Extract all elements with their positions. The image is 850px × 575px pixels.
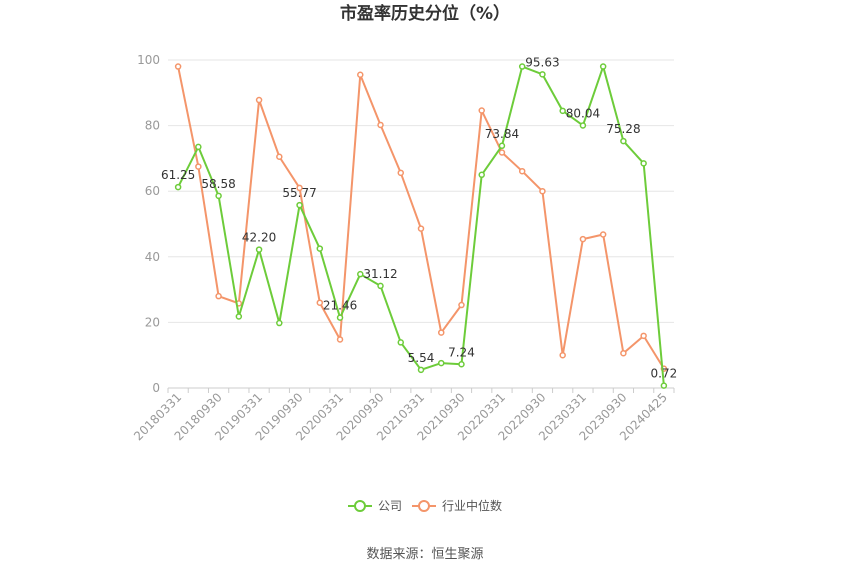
data-point[interactable] — [518, 63, 526, 70]
data-label: 55.77 — [282, 186, 316, 200]
data-point[interactable] — [559, 351, 566, 359]
data-point[interactable] — [599, 231, 607, 238]
data-point[interactable] — [498, 142, 506, 150]
data-point[interactable] — [579, 122, 587, 129]
legend-label: 公司 — [378, 499, 402, 513]
series-company — [174, 63, 668, 389]
data-label: 75.28 — [606, 122, 640, 136]
data-point[interactable] — [235, 313, 243, 320]
data-point[interactable] — [195, 143, 202, 151]
data-point[interactable] — [620, 349, 627, 357]
data-point[interactable] — [357, 71, 364, 79]
data-point[interactable] — [336, 336, 344, 343]
data-point[interactable] — [518, 167, 526, 175]
data-label: 95.63 — [525, 55, 559, 69]
y-tick-label: 80 — [145, 119, 160, 133]
data-point[interactable] — [296, 201, 303, 209]
data-labels: 61.25 58.58 42.20 55.77 21.46 31.12 5.54 7.24 73… — [161, 55, 677, 380]
data-point[interactable] — [276, 153, 283, 161]
data-point[interactable] — [174, 63, 182, 70]
data-point[interactable] — [417, 366, 425, 374]
y-tick-label: 0 — [152, 381, 160, 395]
legend-marker — [418, 500, 430, 512]
data-label: 61.25 — [161, 168, 195, 182]
data-label: 73.84 — [485, 127, 519, 141]
data-point[interactable] — [255, 96, 263, 104]
data-point[interactable] — [174, 183, 182, 191]
data-label: 80.04 — [566, 106, 600, 120]
data-label: 31.12 — [363, 267, 397, 281]
legend-marker — [354, 500, 366, 512]
chart-title: 市盈率历史分位（%） — [340, 3, 510, 24]
data-point[interactable] — [539, 187, 546, 195]
data-point[interactable] — [215, 292, 222, 300]
data-label: 58.58 — [201, 177, 235, 191]
data-point[interactable] — [377, 121, 384, 129]
y-tick-label: 40 — [145, 250, 160, 264]
data-point[interactable] — [579, 235, 587, 243]
data-label: 7.24 — [448, 345, 475, 359]
y-tick-label: 60 — [145, 184, 160, 198]
legend-item-industry-median[interactable]: 行业中位数 — [412, 498, 502, 513]
legend[interactable]: 公司 行业中位数 — [348, 498, 502, 513]
data-point[interactable] — [336, 314, 344, 321]
data-label: 42.20 — [242, 231, 276, 245]
data-point[interactable] — [660, 382, 668, 389]
data-point[interactable] — [255, 246, 263, 253]
data-label: 5.54 — [408, 351, 435, 365]
data-point[interactable] — [316, 299, 324, 306]
data-point[interactable] — [640, 160, 647, 167]
data-point[interactable] — [195, 163, 202, 170]
data-point[interactable] — [296, 184, 303, 192]
data-point[interactable] — [458, 301, 465, 309]
data-point[interactable] — [478, 171, 485, 179]
data-point[interactable] — [316, 245, 324, 252]
data-point[interactable] — [437, 329, 445, 336]
data-point[interactable] — [377, 282, 384, 290]
x-axis: 2018033120180930201903312019093020200331… — [131, 388, 675, 443]
data-point[interactable] — [599, 63, 607, 70]
grid — [168, 59, 674, 389]
data-label: 21.46 — [323, 299, 357, 313]
data-point[interactable] — [437, 359, 445, 367]
data-point[interactable] — [276, 319, 283, 327]
y-tick-label: 20 — [145, 315, 160, 329]
data-point[interactable] — [458, 361, 465, 368]
legend-label: 行业中位数 — [442, 498, 502, 513]
data-point[interactable] — [397, 339, 405, 346]
data-point[interactable] — [640, 332, 647, 340]
source-note: 数据来源：恒生聚源 — [366, 547, 483, 562]
data-point[interactable] — [397, 169, 405, 177]
data-point[interactable] — [539, 71, 546, 78]
data-label: 0.72 — [651, 367, 678, 381]
data-point[interactable] — [498, 149, 506, 156]
y-tick-label: 100 — [137, 53, 160, 67]
y-axis: 0 20 40 60 80 100 — [137, 53, 160, 395]
series-industry-median — [174, 63, 668, 372]
data-point[interactable] — [215, 192, 222, 200]
data-point[interactable] — [478, 107, 485, 114]
series-layer — [174, 63, 668, 389]
legend-item-company[interactable]: 公司 — [348, 499, 402, 513]
data-point[interactable] — [417, 225, 425, 232]
data-point[interactable] — [357, 270, 364, 278]
data-point[interactable] — [620, 137, 627, 145]
data-point[interactable] — [559, 107, 566, 115]
